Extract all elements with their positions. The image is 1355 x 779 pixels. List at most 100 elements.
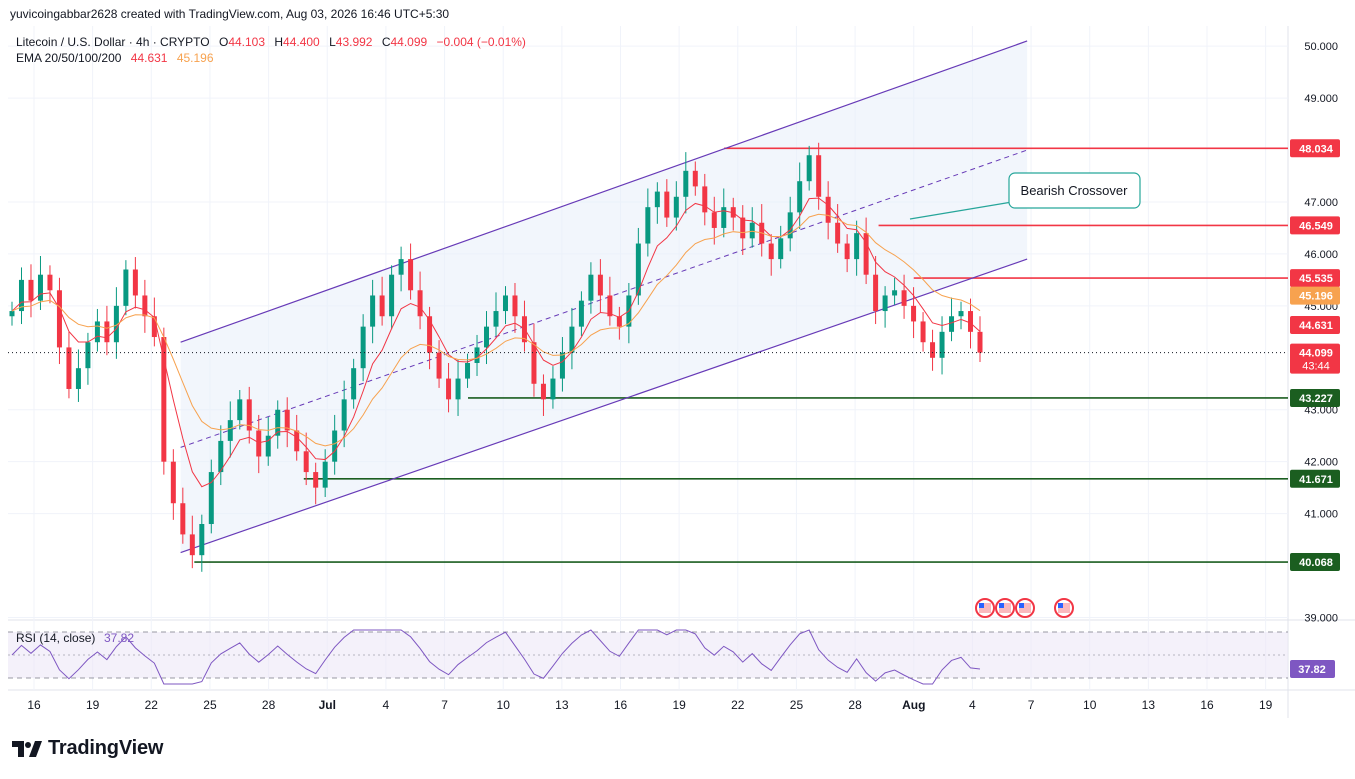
callout-pointer <box>909 201 1013 220</box>
candle-body <box>47 274 53 291</box>
candle-body <box>711 212 717 228</box>
us-flag-icon[interactable] <box>975 598 995 618</box>
candle-body <box>673 196 679 218</box>
candle-body <box>398 259 404 275</box>
rsi-line <box>11 629 981 685</box>
candle-body <box>920 321 926 343</box>
candle-body <box>740 217 746 239</box>
candle-body <box>778 238 784 260</box>
price-label-resistance <box>1290 139 1340 158</box>
tradingview-logo-icon <box>12 740 42 757</box>
price-tick-label: 41.000 <box>1304 509 1338 521</box>
price-label-resistance <box>1290 216 1340 235</box>
candle-body <box>446 378 452 400</box>
rsi-pane[interactable]: 37.82 RSI (14, close) 37.82 <box>8 629 1335 685</box>
candle-body <box>911 305 917 322</box>
time-tick-label: 22 <box>145 698 159 712</box>
candle-body <box>28 279 34 301</box>
rsi-value-text: 37.82 <box>1298 664 1326 676</box>
candle-body <box>540 383 546 400</box>
candle-body <box>151 316 157 338</box>
candle-body <box>113 305 119 343</box>
ohlc-legend: Litecoin / U.S. Dollar · 4h · CRYPTO O44… <box>16 35 526 49</box>
us-flag-icon[interactable] <box>1015 598 1035 618</box>
us-flag-icon[interactable] <box>995 598 1015 618</box>
bearish-crossover-callout[interactable]: Bearish Crossover <box>909 172 1141 220</box>
us-flag-icon[interactable] <box>1054 598 1074 618</box>
candle-body <box>559 352 565 379</box>
price-tick-label: 47.000 <box>1304 197 1338 209</box>
channel-mid-line <box>180 149 1028 448</box>
candle-body <box>578 300 584 327</box>
price-axis[interactable]: 50.00049.00047.00046.00045.00043.00042.0… <box>1304 41 1338 624</box>
price-tick-label: 43.000 <box>1304 405 1338 417</box>
candle-body <box>968 311 974 332</box>
price-label-text: 43.227 <box>1299 393 1333 405</box>
horizontal-levels[interactable] <box>194 147 1288 563</box>
candle-body <box>142 295 148 317</box>
candle-body <box>284 409 290 431</box>
price-tick-label: 49.000 <box>1304 93 1338 105</box>
price-label-text: 44.631 <box>1299 320 1333 332</box>
candle-body <box>322 461 328 488</box>
candle-body <box>531 342 537 384</box>
candle-body <box>370 295 376 327</box>
time-tick-label: 16 <box>27 698 41 712</box>
candle-body <box>512 295 518 317</box>
price-label-resistance <box>1290 269 1340 288</box>
candle-body <box>275 409 281 436</box>
candle-body <box>616 316 622 327</box>
candle-body <box>958 311 964 317</box>
candle-body <box>569 326 575 353</box>
time-tick-label: Jul <box>319 698 336 712</box>
price-label-ema_fast <box>1290 316 1340 335</box>
candle-body <box>246 399 252 431</box>
tradingview-logo[interactable]: TradingView <box>12 737 163 760</box>
price-label-support <box>1290 388 1340 407</box>
candle-body <box>85 342 91 369</box>
time-tick-label: 4 <box>969 698 976 712</box>
candle-body <box>189 534 195 556</box>
candle-body <box>170 461 176 504</box>
candle-body <box>132 269 138 296</box>
candle-body <box>930 342 936 358</box>
candle-body <box>816 155 822 197</box>
candle-body <box>75 368 81 389</box>
candle-body <box>256 430 262 457</box>
candle-body <box>37 274 43 301</box>
candle-body <box>977 331 983 353</box>
candle-body <box>427 316 433 353</box>
candle-body <box>607 295 613 317</box>
candle-body <box>493 311 499 327</box>
candle-body <box>180 503 186 535</box>
symbol-title[interactable]: Litecoin / U.S. Dollar · 4h · CRYPTO <box>16 35 210 49</box>
brand-name: TradingView <box>48 737 164 759</box>
ema-legend[interactable]: EMA 20/50/100/200 44.631 45.196 <box>16 51 214 65</box>
candle-body <box>768 243 774 260</box>
ema-lines <box>11 197 981 488</box>
time-tick-label: 22 <box>731 698 745 712</box>
time-tick-label: 19 <box>1259 698 1273 712</box>
candle-body <box>502 295 508 312</box>
economic-events[interactable] <box>975 598 1074 618</box>
countdown-text: 43:44 <box>1302 361 1330 373</box>
candle-body <box>379 295 385 317</box>
price-label-text: 48.034 <box>1299 143 1334 155</box>
candle-body <box>66 347 72 389</box>
price-tick-label: 46.000 <box>1304 249 1338 261</box>
time-axis[interactable]: 16 19 22 25 28 Jul 4 7 10 13 16 19 22 25 28 Aug 4 7 10 13 16… <box>27 698 1272 712</box>
candle-body <box>303 451 309 473</box>
candle-body <box>825 196 831 223</box>
price-label-ema_slow <box>1290 286 1340 305</box>
channel-upper-line[interactable] <box>180 40 1028 343</box>
candle-body <box>484 326 490 348</box>
candle-body <box>417 290 423 317</box>
candle-body <box>341 399 347 431</box>
candle-body <box>588 274 594 301</box>
time-tick-label: 10 <box>1083 698 1097 712</box>
candle-body <box>749 222 755 239</box>
price-label-text: 45.535 <box>1299 273 1333 285</box>
candle-body <box>351 368 357 400</box>
candle-body <box>199 524 205 556</box>
